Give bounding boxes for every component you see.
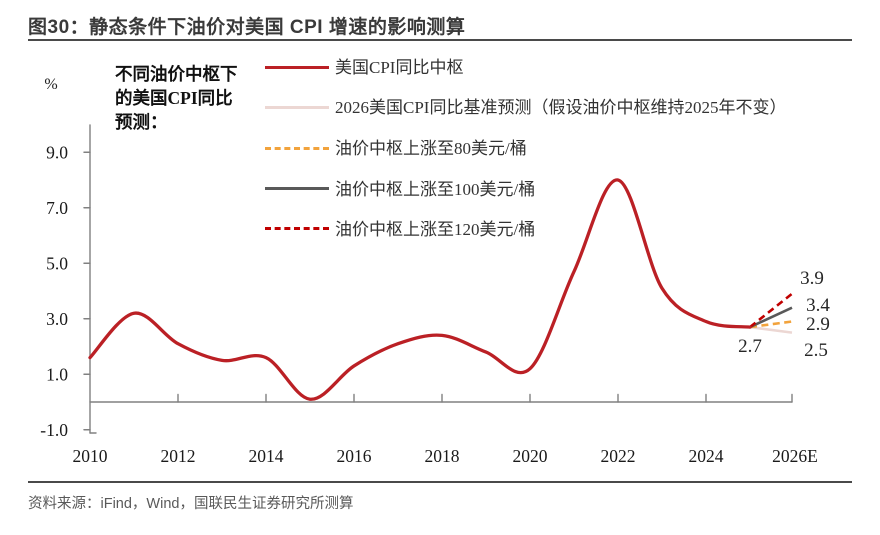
y-tick-label: -1.0 bbox=[40, 420, 68, 440]
forecast-end-label: 3.9 bbox=[800, 268, 824, 289]
x-tick-label: 2014 bbox=[249, 446, 284, 466]
forecast-line bbox=[749, 320, 793, 329]
x-tick-label: 2016 bbox=[337, 446, 372, 466]
forecast-line bbox=[749, 292, 793, 329]
branch-point-label: 2.7 bbox=[738, 336, 762, 357]
forecast-end-label: 2.5 bbox=[804, 340, 828, 361]
annotation-line: 预测： bbox=[115, 112, 168, 132]
forecast-line bbox=[749, 306, 793, 329]
title-underline bbox=[28, 39, 852, 41]
forecast-end-label: 2.9 bbox=[806, 314, 830, 335]
y-tick-label: 7.0 bbox=[46, 198, 68, 218]
x-tick-label: 2018 bbox=[425, 446, 460, 466]
x-tick-label: 2024 bbox=[689, 446, 724, 466]
annotation-line: 不同油价中枢下 bbox=[115, 64, 238, 84]
y-axis-unit-label: % bbox=[44, 76, 58, 93]
x-tick-label: 2012 bbox=[161, 446, 196, 466]
annotation-line: 的美国CPI同比 bbox=[115, 88, 233, 108]
y-tick-label: 5.0 bbox=[46, 253, 68, 273]
y-tick-label: 3.0 bbox=[46, 309, 68, 329]
data-source-note: 资料来源：iFind，Wind，国联民生证券研究所测算 bbox=[28, 496, 354, 512]
x-tick-label: 2020 bbox=[513, 446, 548, 466]
y-tick-label: 1.0 bbox=[46, 364, 68, 384]
x-tick-label: 2010 bbox=[73, 446, 108, 466]
footer-divider bbox=[28, 481, 852, 483]
chart-annotation: 不同油价中枢下 的美国CPI同比 预测： bbox=[115, 62, 275, 134]
cpi-history-curve bbox=[88, 178, 752, 401]
forecast-end-label: 3.4 bbox=[806, 295, 830, 316]
x-tick-label: 2022 bbox=[601, 446, 636, 466]
x-tick-label: 2026E bbox=[772, 446, 818, 466]
figure-title: 图30：静态条件下油价对美国 CPI 增速的影响测算 bbox=[28, 17, 466, 38]
forecast-line bbox=[749, 325, 793, 334]
y-tick-label: 9.0 bbox=[46, 142, 68, 162]
